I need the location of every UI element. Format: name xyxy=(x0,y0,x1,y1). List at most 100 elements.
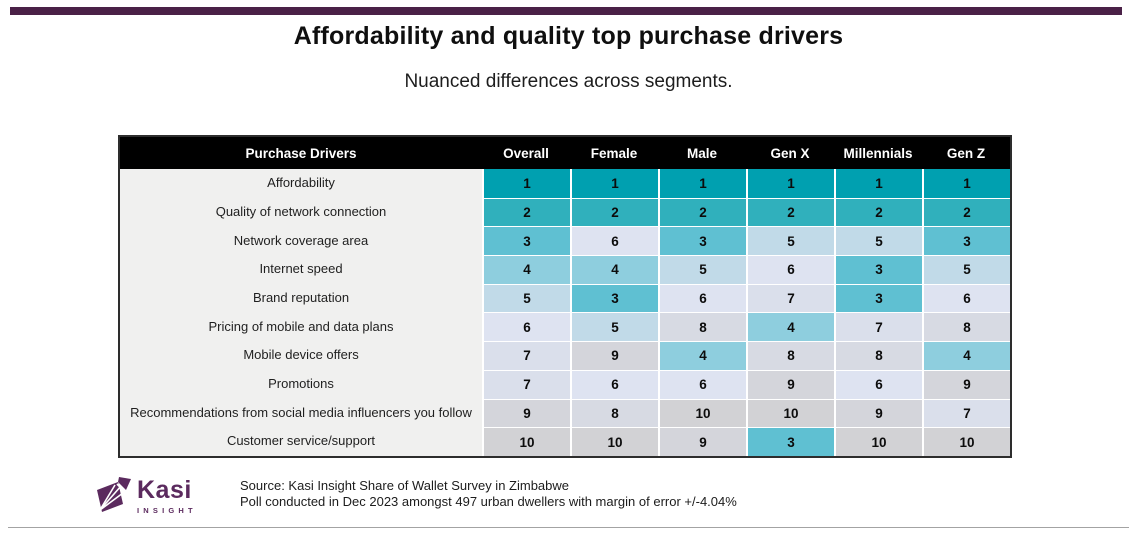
rank-cell: 4 xyxy=(482,255,570,284)
table-row-mobile-device-offers: Mobile device offers 7 9 4 8 8 4 xyxy=(120,341,1010,370)
rank-cell: 6 xyxy=(482,312,570,342)
rank-cell: 10 xyxy=(834,427,922,456)
rank-cell: 2 xyxy=(922,197,1010,227)
rank-table-container: Purchase Drivers Overall Female Male Gen X Mi… xyxy=(118,135,1012,458)
rank-cell: 5 xyxy=(834,226,922,256)
rank-cell: 2 xyxy=(834,197,922,227)
table-row-affordability: Affordability 1 1 1 1 1 1 xyxy=(120,169,1010,198)
table-row-promotions: Promotions 7 6 6 9 6 9 xyxy=(120,369,1010,399)
rank-cell: 10 xyxy=(658,398,746,428)
rank-cell: 2 xyxy=(746,197,834,227)
footer: Kasi INSIGHT Source: Kasi Insight Share … xyxy=(93,474,1073,522)
rank-cell: 8 xyxy=(746,341,834,370)
rank-cell: 6 xyxy=(570,369,658,399)
source-note: Source: Kasi Insight Share of Wallet Sur… xyxy=(240,478,737,511)
rank-cell: 2 xyxy=(658,197,746,227)
rank-cell: 5 xyxy=(746,226,834,256)
table-row-customer-service-support: Customer service/support 10 10 9 3 10 10 xyxy=(120,427,1010,456)
rank-cell: 6 xyxy=(658,369,746,399)
rank-cell: 1 xyxy=(834,169,922,198)
rank-cell: 7 xyxy=(482,369,570,399)
table-row-internet-speed: Internet speed 4 4 5 6 3 5 xyxy=(120,255,1010,284)
table-row-quality-of-network-connection: Quality of network connection 2 2 2 2 2 2 xyxy=(120,197,1010,227)
rank-cell: 6 xyxy=(658,283,746,313)
row-label: Customer service/support xyxy=(120,427,482,456)
kasi-logo-arrow-icon xyxy=(97,477,131,512)
kasi-logo-text: Kasi INSIGHT xyxy=(137,475,197,515)
rank-cell: 3 xyxy=(746,427,834,456)
rank-cell: 4 xyxy=(658,341,746,370)
row-label: Promotions xyxy=(120,369,482,399)
source-line-2: Poll conducted in Dec 2023 amongst 497 u… xyxy=(240,494,737,510)
rank-cell: 4 xyxy=(922,341,1010,370)
rank-cell: 9 xyxy=(482,398,570,428)
rank-cell: 2 xyxy=(570,197,658,227)
row-label: Quality of network connection xyxy=(120,197,482,227)
rank-cell: 3 xyxy=(834,283,922,313)
rank-cell: 3 xyxy=(658,226,746,256)
column-header-female: Female xyxy=(570,137,658,169)
column-header-millennials: Millennials xyxy=(834,137,922,169)
column-header-overall: Overall xyxy=(482,137,570,169)
rank-cell: 1 xyxy=(746,169,834,198)
logo-name: Kasi xyxy=(137,475,192,504)
rank-cell: 8 xyxy=(922,312,1010,342)
rank-cell: 1 xyxy=(482,169,570,198)
rank-cell: 4 xyxy=(570,255,658,284)
top-accent-bar xyxy=(10,7,1122,15)
rank-cell: 5 xyxy=(570,312,658,342)
rank-cell: 3 xyxy=(570,283,658,313)
table-row-pricing-of-mobile-and-data-plans: Pricing of mobile and data plans 6 5 8 4 7 8 xyxy=(120,312,1010,342)
rank-cell: 6 xyxy=(922,283,1010,313)
table-row-recommendations-from-social-media-influencers-you-follow: Recommendations from social media influe… xyxy=(120,398,1010,428)
rank-cell: 9 xyxy=(834,398,922,428)
rank-cell: 10 xyxy=(482,427,570,456)
page-subtitle: Nuanced differences across segments. xyxy=(404,71,733,92)
rank-cell: 7 xyxy=(746,283,834,313)
rank-cell: 5 xyxy=(482,283,570,313)
rank-cell: 8 xyxy=(834,341,922,370)
table-header-row: Purchase Drivers Overall Female Male Gen X Mi… xyxy=(120,137,1010,169)
kasi-insight-logo: Kasi INSIGHT xyxy=(93,476,197,516)
row-label: Pricing of mobile and data plans xyxy=(120,312,482,342)
rank-cell: 2 xyxy=(482,197,570,227)
row-label: Network coverage area xyxy=(120,226,482,256)
rank-cell: 8 xyxy=(570,398,658,428)
rank-cell: 6 xyxy=(570,226,658,256)
rank-cell: 3 xyxy=(482,226,570,256)
rank-cell: 5 xyxy=(922,255,1010,284)
rank-cell: 6 xyxy=(834,369,922,399)
rank-cell: 7 xyxy=(482,341,570,370)
column-header-purchase-drivers: Purchase Drivers xyxy=(120,137,482,169)
rank-cell: 1 xyxy=(922,169,1010,198)
footer-divider-line xyxy=(8,527,1129,528)
rank-cell: 1 xyxy=(658,169,746,198)
column-header-male: Male xyxy=(658,137,746,169)
rank-cell: 4 xyxy=(746,312,834,342)
rank-cell: 3 xyxy=(922,226,1010,256)
rank-cell: 6 xyxy=(746,255,834,284)
row-label: Recommendations from social media influe… xyxy=(120,398,482,428)
purchase-drivers-heatmap-table: Purchase Drivers Overall Female Male Gen X Mi… xyxy=(118,135,1012,458)
row-label: Affordability xyxy=(120,169,482,198)
rank-cell: 5 xyxy=(658,255,746,284)
row-label: Internet speed xyxy=(120,255,482,284)
table-row-brand-reputation: Brand reputation 5 3 6 7 3 6 xyxy=(120,283,1010,313)
rank-cell: 9 xyxy=(570,341,658,370)
column-header-gen-x: Gen X xyxy=(746,137,834,169)
rank-cell: 1 xyxy=(570,169,658,198)
row-label: Brand reputation xyxy=(120,283,482,313)
rank-cell: 9 xyxy=(746,369,834,399)
rank-cell: 10 xyxy=(746,398,834,428)
rank-cell: 9 xyxy=(922,369,1010,399)
logo-tagline: INSIGHT xyxy=(137,505,197,515)
row-label: Mobile device offers xyxy=(120,341,482,370)
rank-cell: 8 xyxy=(658,312,746,342)
column-header-gen-z: Gen Z xyxy=(922,137,1010,169)
rank-cell: 10 xyxy=(922,427,1010,456)
table-row-network-coverage-area: Network coverage area 3 6 3 5 5 3 xyxy=(120,226,1010,256)
source-line-1: Source: Kasi Insight Share of Wallet Sur… xyxy=(240,478,569,493)
page-title: Affordability and quality top purchase d… xyxy=(293,22,844,50)
rank-cell: 9 xyxy=(658,427,746,456)
